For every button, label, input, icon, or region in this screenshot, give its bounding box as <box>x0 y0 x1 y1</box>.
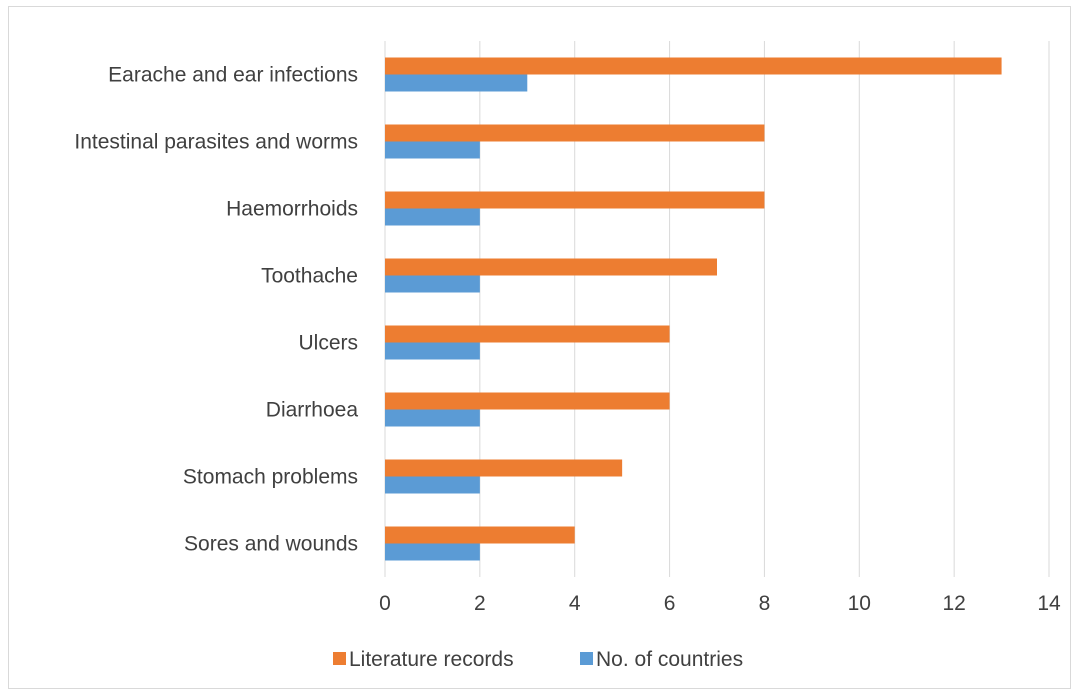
literature-records-bar <box>385 191 765 209</box>
no-of-countries-bar <box>385 543 480 561</box>
no-of-countries-bar <box>385 476 480 494</box>
legend: Literature records No. of countries <box>333 648 743 671</box>
legend-swatch <box>333 652 346 665</box>
bars <box>385 57 1002 561</box>
no-of-countries-bar <box>385 342 480 360</box>
x-tick-label: 0 <box>379 592 391 615</box>
literature-records-bar <box>385 459 623 477</box>
x-axis-ticks: 0 2 4 6 8 10 12 14 <box>379 592 1061 615</box>
category-label: Haemorrhoids <box>226 198 358 221</box>
category-labels: Earache and ear infections Intestinal par… <box>74 64 358 556</box>
literature-records-bar <box>385 258 717 276</box>
literature-records-bar <box>385 57 1002 75</box>
category-label: Intestinal parasites and worms <box>74 131 358 154</box>
category-label: Toothache <box>261 265 358 288</box>
gridlines <box>384 41 1050 577</box>
no-of-countries-bar <box>385 208 480 226</box>
x-tick-label: 2 <box>474 592 486 615</box>
legend-label: Literature records <box>349 648 514 671</box>
literature-records-bar <box>385 392 670 410</box>
category-label: Stomach problems <box>183 466 358 489</box>
x-tick-label: 10 <box>848 592 871 615</box>
legend-label: No. of countries <box>596 648 743 671</box>
category-label: Sores and wounds <box>184 533 358 556</box>
x-tick-label: 14 <box>1037 592 1061 615</box>
x-tick-label: 12 <box>942 592 965 615</box>
x-tick-label: 8 <box>759 592 771 615</box>
no-of-countries-bar <box>385 141 480 159</box>
x-tick-label: 4 <box>569 592 581 615</box>
category-label: Earache and ear infections <box>108 64 358 87</box>
x-tick-label: 6 <box>664 592 676 615</box>
no-of-countries-bar <box>385 409 480 427</box>
category-label: Diarrhoea <box>266 399 359 422</box>
no-of-countries-bar <box>385 275 480 293</box>
literature-records-bar <box>385 526 575 544</box>
literature-records-bar <box>385 124 765 142</box>
legend-swatch <box>580 652 593 665</box>
category-label: Ulcers <box>298 332 358 355</box>
chart-frame <box>8 6 1071 689</box>
no-of-countries-bar <box>385 74 528 92</box>
literature-records-bar <box>385 325 670 343</box>
